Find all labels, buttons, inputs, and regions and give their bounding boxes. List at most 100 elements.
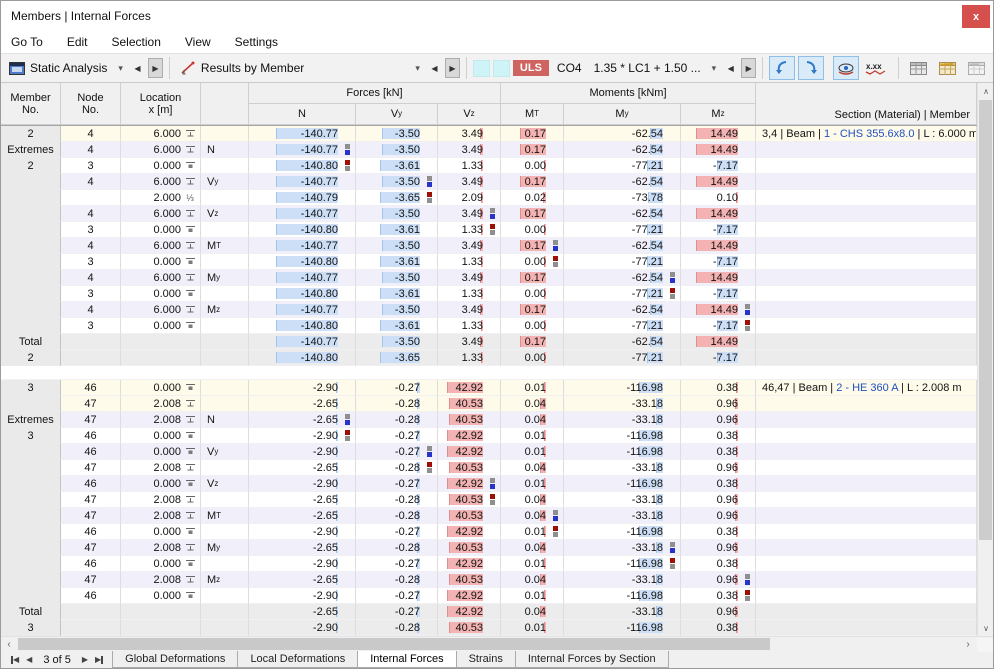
cell-My[interactable]: -116.98 xyxy=(564,588,681,604)
location-cell[interactable]: 6.000 xyxy=(121,174,201,190)
table-row[interactable]: 3 -2.90 -0.28 40.53 0.01 -116.98 0.38 xyxy=(1,620,977,636)
node-no-cell[interactable]: 47 xyxy=(61,492,121,508)
cell-Mz[interactable]: 14.49 xyxy=(681,334,756,350)
node-no-cell[interactable]: 46 xyxy=(61,476,121,492)
cell-Mz[interactable]: -7.17 xyxy=(681,318,756,334)
cell-N[interactable]: -140.80 xyxy=(249,254,356,270)
location-cell[interactable]: 2.008 xyxy=(121,572,201,588)
cell-MT[interactable]: 0.00 xyxy=(501,158,564,174)
smoothing-back-button[interactable] xyxy=(769,56,796,80)
node-no-cell[interactable] xyxy=(61,620,121,636)
last-table-button[interactable]: ▶ xyxy=(95,655,104,664)
cell-Vz[interactable]: 40.53 xyxy=(438,508,501,524)
cell-My[interactable]: -77.21 xyxy=(564,158,681,174)
cell-MT[interactable]: 0.04 xyxy=(501,460,564,476)
cell-N[interactable]: -2.65 xyxy=(249,460,356,476)
cell-MT[interactable]: 0.01 xyxy=(501,556,564,572)
node-no-cell[interactable]: 47 xyxy=(61,396,121,412)
cell-N[interactable]: -140.77 xyxy=(249,302,356,318)
cell-Vz[interactable]: 40.53 xyxy=(438,540,501,556)
location-cell[interactable]: 6.000 xyxy=(121,302,201,318)
cell-Mz[interactable]: -7.17 xyxy=(681,222,756,238)
tab-internal-forces-by-section[interactable]: Internal Forces by Section xyxy=(514,651,669,668)
cell-Mz[interactable]: -7.17 xyxy=(681,350,756,366)
scroll-up-arrow[interactable]: ∧ xyxy=(983,86,989,96)
cell-My[interactable]: -33.18 xyxy=(564,460,681,476)
cell-My[interactable]: -116.98 xyxy=(564,524,681,540)
section-link[interactable]: 2 - HE 360 A xyxy=(836,381,898,394)
location-cell[interactable] xyxy=(121,620,201,636)
node-no-cell[interactable] xyxy=(61,190,121,206)
cell-Vz[interactable]: 3.49 xyxy=(438,302,501,318)
node-no-cell[interactable]: 47 xyxy=(61,508,121,524)
cell-Vz[interactable]: 42.92 xyxy=(438,524,501,540)
location-cell[interactable] xyxy=(121,350,201,366)
location-cell[interactable]: 2.008 xyxy=(121,508,201,524)
cell-Mz[interactable]: 0.96 xyxy=(681,604,756,620)
node-no-cell[interactable]: 46 xyxy=(61,588,121,604)
cell-N[interactable]: -2.90 xyxy=(249,476,356,492)
table-row[interactable]: 3 46 0.000 -2.90 -0.27 42.92 0.01 -116.98 0.38 46… xyxy=(1,380,977,396)
cell-My[interactable]: -77.21 xyxy=(564,222,681,238)
close-button[interactable]: x xyxy=(962,5,990,28)
header-node[interactable]: Node No. xyxy=(61,83,121,125)
location-cell[interactable]: 0.000 xyxy=(121,380,201,396)
tab-global-deformations[interactable]: Global Deformations xyxy=(112,651,239,668)
cell-Vy[interactable]: -3.61 xyxy=(356,286,438,302)
color-scale-button-1[interactable] xyxy=(472,59,490,77)
cell-Vy[interactable]: -3.50 xyxy=(356,334,438,350)
location-cell[interactable]: 0.000 xyxy=(121,444,201,460)
cell-Vy[interactable]: -3.50 xyxy=(356,238,438,254)
show-values-button[interactable]: x.xx xyxy=(862,56,892,80)
cell-Vz[interactable]: 42.92 xyxy=(438,476,501,492)
smoothing-forward-button[interactable] xyxy=(798,56,825,80)
location-cell[interactable]: 6.000 xyxy=(121,142,201,158)
cell-N[interactable]: -2.90 xyxy=(249,380,356,396)
cell-My[interactable]: -33.18 xyxy=(564,540,681,556)
node-no-cell[interactable]: 4 xyxy=(61,302,121,318)
cell-Mz[interactable]: 14.49 xyxy=(681,174,756,190)
table-edit-button[interactable] xyxy=(934,56,960,80)
cell-My[interactable]: -62.54 xyxy=(564,174,681,190)
cell-Vy[interactable]: -3.50 xyxy=(356,206,438,222)
cell-My[interactable]: -33.18 xyxy=(564,508,681,524)
cell-N[interactable]: -2.65 xyxy=(249,396,356,412)
table-row[interactable]: 4 6.000 M T -140.77 -3.50 3.49 0.17 -62.54 14.49 xyxy=(1,238,977,254)
location-cell[interactable]: 0.000 xyxy=(121,428,201,444)
cell-Vz[interactable]: 3.49 xyxy=(438,334,501,350)
cell-My[interactable]: -62.54 xyxy=(564,270,681,286)
cell-My[interactable]: -73.78 xyxy=(564,190,681,206)
cell-MT[interactable]: 0.04 xyxy=(501,508,564,524)
table-row[interactable]: 3 0.000 -140.80 -3.61 1.33 0.00 -77.21 -7.17 xyxy=(1,254,977,270)
cell-My[interactable]: -62.54 xyxy=(564,334,681,350)
cell-N[interactable]: -2.65 xyxy=(249,604,356,620)
node-no-cell[interactable]: 4 xyxy=(61,126,121,142)
table-row[interactable]: 3 0.000 -140.80 -3.61 1.33 0.00 -77.21 -7.17 xyxy=(1,318,977,334)
cell-N[interactable]: -140.80 xyxy=(249,286,356,302)
cell-Vz[interactable]: 1.33 xyxy=(438,318,501,334)
cell-Vz[interactable]: 2.09 xyxy=(438,190,501,206)
node-no-cell[interactable]: 47 xyxy=(61,412,121,428)
cell-Mz[interactable]: 0.96 xyxy=(681,572,756,588)
menu-item-go-to[interactable]: Go To xyxy=(11,35,43,49)
cell-Vy[interactable]: -0.28 xyxy=(356,460,438,476)
table-row[interactable]: 3 0.000 -140.80 -3.61 1.33 0.00 -77.21 -7.17 xyxy=(1,222,977,238)
table-row[interactable]: 2.000 ⅓ -140.79 -3.65 2.09 0.02 -73.78 0.10 xyxy=(1,190,977,206)
cell-My[interactable]: -116.98 xyxy=(564,428,681,444)
cell-My[interactable]: -33.18 xyxy=(564,396,681,412)
cell-Mz[interactable]: 0.38 xyxy=(681,620,756,636)
cell-N[interactable]: -140.77 xyxy=(249,142,356,158)
cell-Vy[interactable]: -0.28 xyxy=(356,540,438,556)
cell-My[interactable]: -62.54 xyxy=(564,302,681,318)
cell-Vy[interactable]: -0.28 xyxy=(356,620,438,636)
load-combination-combo[interactable]: 1.35 * LC1 + 1.50 ... ▾ xyxy=(590,59,721,77)
cell-Vy[interactable]: -3.61 xyxy=(356,222,438,238)
cell-My[interactable]: -62.54 xyxy=(564,238,681,254)
cell-N[interactable]: -2.90 xyxy=(249,428,356,444)
cell-Mz[interactable]: 14.49 xyxy=(681,238,756,254)
location-cell[interactable]: 0.000 xyxy=(121,476,201,492)
